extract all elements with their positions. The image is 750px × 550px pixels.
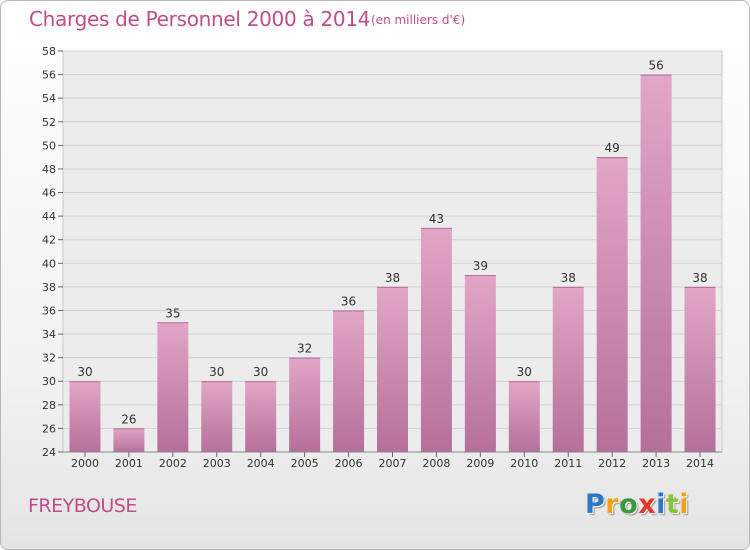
data-label: 32 [297,342,312,356]
bar [684,286,716,452]
bar [552,286,584,452]
x-tick-label: 2000 [71,457,99,470]
bar [69,381,101,452]
y-tick-label: 50 [42,139,56,152]
y-tick-label: 24 [42,446,56,459]
commune-name: FREYBOUSE [28,495,137,517]
x-tick-label: 2011 [554,457,582,470]
bar [201,381,233,452]
data-label: 39 [473,259,488,273]
y-tick-label: 58 [42,45,56,58]
data-label: 35 [165,306,180,320]
data-label: 30 [209,365,224,379]
x-tick-label: 2014 [686,457,714,470]
y-tick-label: 30 [42,375,56,388]
bar [420,227,452,452]
data-label: 36 [341,294,356,308]
data-label: 43 [429,212,444,226]
bar [596,157,628,452]
data-label: 56 [648,59,663,73]
x-tick-label: 2009 [466,457,494,470]
y-tick-label: 46 [42,187,56,200]
y-tick-label: 36 [42,304,56,317]
data-label: 30 [517,365,532,379]
logo-letter: o [619,489,639,520]
x-tick-label: 2010 [510,457,538,470]
y-tick-label: 26 [42,422,56,435]
bar [377,286,408,452]
y-tick-label: 54 [42,92,56,105]
data-label: 38 [692,271,707,285]
logo-letter: P [585,489,606,520]
logo-letter: i [656,489,666,520]
logo-letter: r [605,489,620,520]
bar [289,357,321,452]
bar [157,322,189,452]
y-tick-label: 48 [42,163,56,176]
data-label: 38 [385,271,400,285]
y-tick-label: 44 [42,210,56,223]
x-tick-label: 2006 [335,457,363,470]
chart-title: Charges de Personnel 2000 à 2014 [29,7,371,31]
x-tick-label: 2012 [598,457,626,470]
data-label: 26 [121,412,136,426]
x-tick-label: 2004 [247,457,275,470]
bar [113,428,145,452]
x-tick-label: 2008 [422,457,450,470]
logo-letter: i [679,489,690,520]
bar [245,381,277,452]
chart-subtitle: (en milliers d'€) [371,13,466,27]
y-tick-label: 32 [42,352,56,365]
y-tick-label: 38 [42,281,56,294]
x-tick-label: 2007 [379,457,407,470]
data-label: 49 [605,141,620,155]
proxiti-logo: Proxiti [585,489,689,520]
y-tick-label: 34 [42,328,56,341]
y-tick-label: 40 [42,257,56,270]
bar [640,74,672,453]
x-tick-label: 2013 [642,457,670,470]
y-tick-label: 52 [42,116,56,129]
x-tick-label: 2002 [159,457,187,470]
logo-letter: t [665,489,680,520]
data-label: 38 [561,271,576,285]
bar [464,275,496,452]
bar [508,381,540,452]
y-tick-label: 56 [42,69,56,82]
y-tick-label: 28 [42,399,56,412]
data-label: 30 [77,365,92,379]
y-tick-label: 42 [42,234,56,247]
x-tick-label: 2001 [115,457,143,470]
bar [333,310,365,452]
data-label: 30 [253,365,268,379]
x-tick-label: 2005 [291,457,319,470]
x-tick-label: 2003 [203,457,231,470]
logo-letter: x [638,489,657,520]
